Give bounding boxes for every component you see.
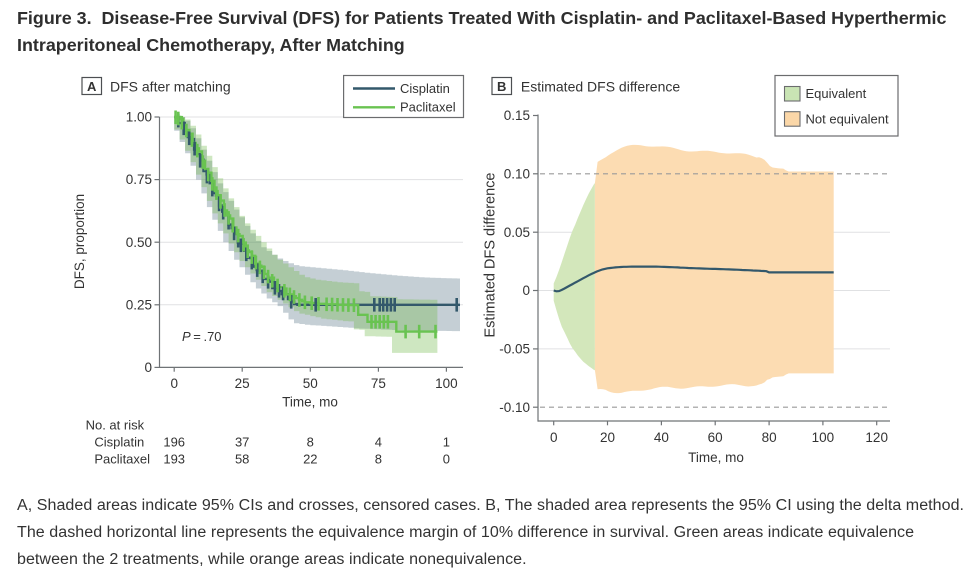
svg-text:-0.05: -0.05 [499,342,530,357]
svg-text:0.05: 0.05 [504,225,530,240]
svg-text:196: 196 [163,434,185,449]
svg-text:8: 8 [375,451,382,466]
svg-text:0.25: 0.25 [126,297,152,312]
svg-text:B: B [497,79,506,94]
svg-text:0.75: 0.75 [126,172,152,187]
svg-text:DFS after matching: DFS after matching [110,78,231,94]
svg-text:0: 0 [522,283,530,298]
svg-text:Estimated DFS difference: Estimated DFS difference [483,173,499,338]
svg-text:P = .70: P = .70 [182,329,222,344]
svg-text:20: 20 [600,430,615,445]
svg-text:75: 75 [371,376,386,391]
svg-text:37: 37 [235,434,249,449]
svg-text:0: 0 [170,376,178,391]
svg-text:40: 40 [654,430,669,445]
svg-text:100: 100 [435,376,458,391]
svg-text:58: 58 [235,451,249,466]
svg-text:1.00: 1.00 [126,110,152,125]
svg-text:Paclitaxel: Paclitaxel [94,451,150,466]
svg-text:DFS, proportion: DFS, proportion [72,194,87,289]
svg-text:0: 0 [550,430,558,445]
svg-text:0.15: 0.15 [504,108,530,123]
svg-text:8: 8 [307,434,314,449]
svg-text:Cisplatin: Cisplatin [94,434,144,449]
svg-text:0.50: 0.50 [126,235,152,250]
svg-text:Cisplatin: Cisplatin [400,81,450,96]
svg-text:A: A [87,79,97,94]
svg-text:0: 0 [443,451,450,466]
svg-text:0.10: 0.10 [504,166,530,181]
svg-text:100: 100 [812,430,835,445]
svg-text:4: 4 [375,434,382,449]
svg-text:Not equivalent: Not equivalent [806,112,889,127]
svg-text:1: 1 [443,434,450,449]
svg-text:Time, mo: Time, mo [688,450,744,465]
svg-text:193: 193 [163,451,185,466]
svg-text:25: 25 [235,376,250,391]
svg-text:No. at risk: No. at risk [86,418,145,433]
svg-text:-0.10: -0.10 [499,400,530,415]
svg-text:80: 80 [762,430,777,445]
svg-text:0: 0 [144,360,152,375]
svg-text:Time, mo: Time, mo [282,395,338,410]
svg-text:120: 120 [865,430,888,445]
svg-text:22: 22 [303,451,317,466]
svg-text:Paclitaxel: Paclitaxel [400,100,456,115]
svg-text:50: 50 [303,376,318,391]
svg-text:Equivalent: Equivalent [806,86,867,101]
svg-text:60: 60 [708,430,723,445]
svg-text:Estimated DFS difference: Estimated DFS difference [521,78,680,94]
